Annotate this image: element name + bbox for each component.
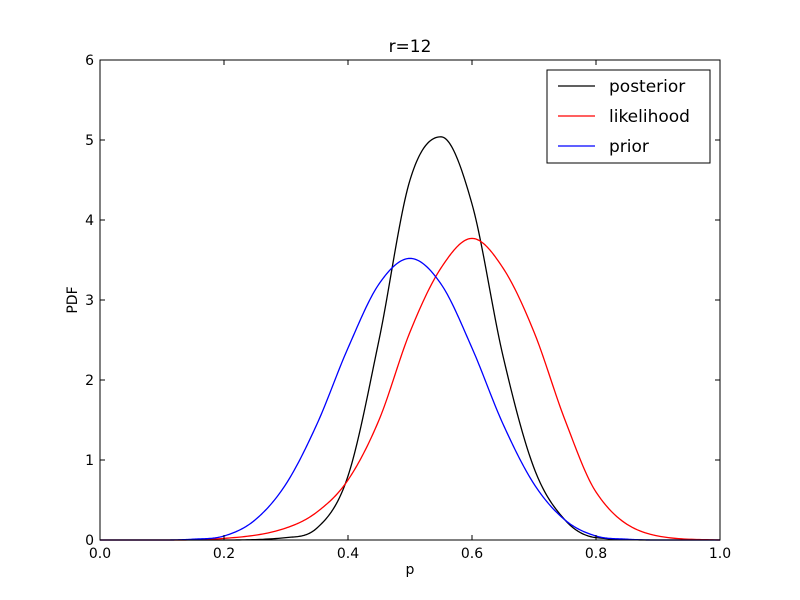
x-tick-label: 1.0 [709,546,731,562]
y-tick-label: 6 [85,53,94,69]
y-tick-label: 4 [85,213,94,229]
legend-label-prior: prior [609,137,649,157]
legend-label-posterior: posterior [609,77,685,97]
axis-ticks [99,59,721,541]
x-tick-label: 0.2 [213,546,235,562]
y-axis-label: PDF [65,286,81,313]
axis-tick-labels: 0.0 0.2 0.4 0.6 0.8 1.0 0 1 2 3 4 5 6 [85,53,731,562]
series-line-likelihood [100,237,721,541]
y-tick-label: 2 [85,373,94,389]
series-line-posterior [100,136,720,541]
y-tick-label: 3 [85,293,94,309]
x-tick-label: 0.8 [585,546,607,562]
y-tick-label: 5 [85,133,94,149]
x-tick-label: 0.6 [461,546,483,562]
y-tick-label: 0 [85,533,94,549]
x-tick-label: 0.0 [89,546,111,562]
chart-title: r=12 [389,37,432,57]
y-tick-label: 1 [85,453,94,469]
legend: posterior likelihood prior [546,69,711,164]
x-axis-label: p [406,562,415,578]
x-tick-label: 0.4 [337,546,359,562]
legend-label-likelihood: likelihood [609,107,690,127]
